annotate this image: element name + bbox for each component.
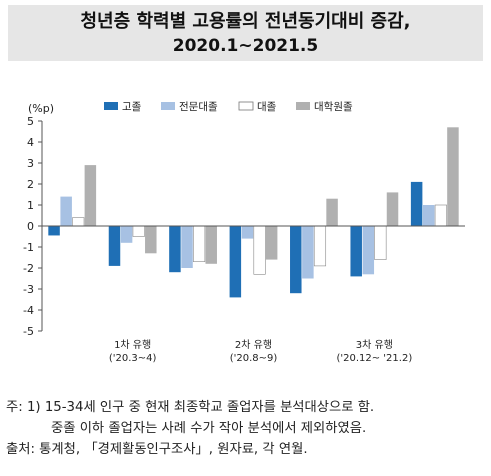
category-label: 1차 유행 (114, 339, 151, 351)
bar-series1-group5 (290, 226, 302, 294)
bar-series4-group7 (447, 127, 459, 226)
legend-swatch-4 (296, 102, 310, 110)
footnotes: 주: 1) 15-34세 인구 중 현재 최종학교 졸업자를 분석대상으로 함.… (6, 397, 488, 460)
y-tick-label: 0 (27, 220, 34, 233)
bar-series1-group4 (229, 226, 242, 298)
legend-label-4: 대학원졸 (314, 101, 353, 113)
legend-label-3: 대졸 (257, 101, 277, 113)
legend-swatch-3 (238, 101, 254, 111)
bar-series2-group7 (422, 205, 435, 226)
category-sublabel: ('20.12~ '21.2) (336, 353, 412, 364)
category-label: 2차 유행 (235, 339, 272, 351)
y-tick-label: 1 (27, 199, 34, 212)
bar-series4-group5 (326, 198, 338, 226)
y-tick-label: 2 (27, 178, 34, 191)
y-tick-label: -4 (23, 304, 34, 317)
bar-series4-group4 (265, 226, 278, 260)
bar-series4-group1 (84, 165, 97, 226)
category-label: 3차 유행 (356, 339, 393, 351)
y-tick-label: -2 (23, 262, 34, 275)
y-tick-label: -5 (23, 325, 34, 338)
bar-series3-group7 (434, 204, 447, 227)
bar-series2-group4 (241, 226, 254, 239)
bar-series2-group5 (302, 226, 314, 279)
bar-series4-group3 (205, 226, 217, 264)
chart-title-line1: 청년층 학력별 고용률의 전년동기대비 증감, (80, 11, 411, 32)
bar-series2-group1 (60, 196, 72, 226)
bar-series4-group2 (145, 226, 157, 254)
bar-series1-group7 (410, 181, 423, 226)
category-sublabel: ('20.3~4) (109, 353, 157, 364)
bar-series1-group6 (350, 226, 362, 277)
category-sublabel: ('20.8~9) (230, 353, 278, 364)
bar-series3-group4 (253, 225, 266, 275)
chart-title-line2: 2020.1~2021.5 (172, 36, 319, 56)
footnote-2: 중졸 이하 졸업자는 사례 수가 작아 분석에서 제외하였음. (51, 421, 367, 436)
source-note: 출처: 통계청, 「경제활동인구조사」, 원자료, 각 연월. (6, 442, 308, 457)
y-axis-label: (%p) (28, 102, 54, 115)
bar-series1-group3 (169, 226, 181, 273)
y-tick-label: 4 (27, 136, 34, 149)
bar-series4-group6 (386, 192, 399, 226)
y-tick-label: 5 (27, 115, 34, 128)
footnote-1: 주: 1) 15-34세 인구 중 현재 최종학교 졸업자를 분석대상으로 함. (6, 400, 375, 415)
bar-series2-group3 (181, 226, 193, 268)
bar-series2-group6 (362, 226, 375, 275)
legend-swatch-2 (161, 102, 175, 110)
bar-series1-group1 (48, 226, 60, 236)
legend-label-1: 고졸 (122, 101, 142, 113)
title-box: 청년층 학력별 고용률의 전년동기대비 증감, 2020.1~2021.5 (8, 5, 483, 61)
bar-series2-group2 (120, 226, 133, 243)
y-tick-label: -1 (23, 241, 34, 254)
legend-swatch-1 (104, 102, 118, 110)
bar-series3-group6 (374, 225, 387, 260)
legend-label-2: 전문대졸 (179, 101, 218, 113)
y-tick-label: 3 (27, 157, 34, 170)
bar-series3-group5 (313, 225, 327, 267)
y-tick-label: -3 (23, 283, 34, 296)
bar-series3-group1 (72, 217, 85, 227)
bar-series1-group2 (108, 226, 121, 266)
bar-series3-group2 (132, 225, 145, 237)
bar-series3-group3 (193, 225, 206, 263)
bar-chart: (%p) 고졸 전문대졸 대졸 대학원졸 5 4 3 2 1 0 -1 -2 -3 -4 -5 1차 유행 ('2… (23, 101, 465, 364)
